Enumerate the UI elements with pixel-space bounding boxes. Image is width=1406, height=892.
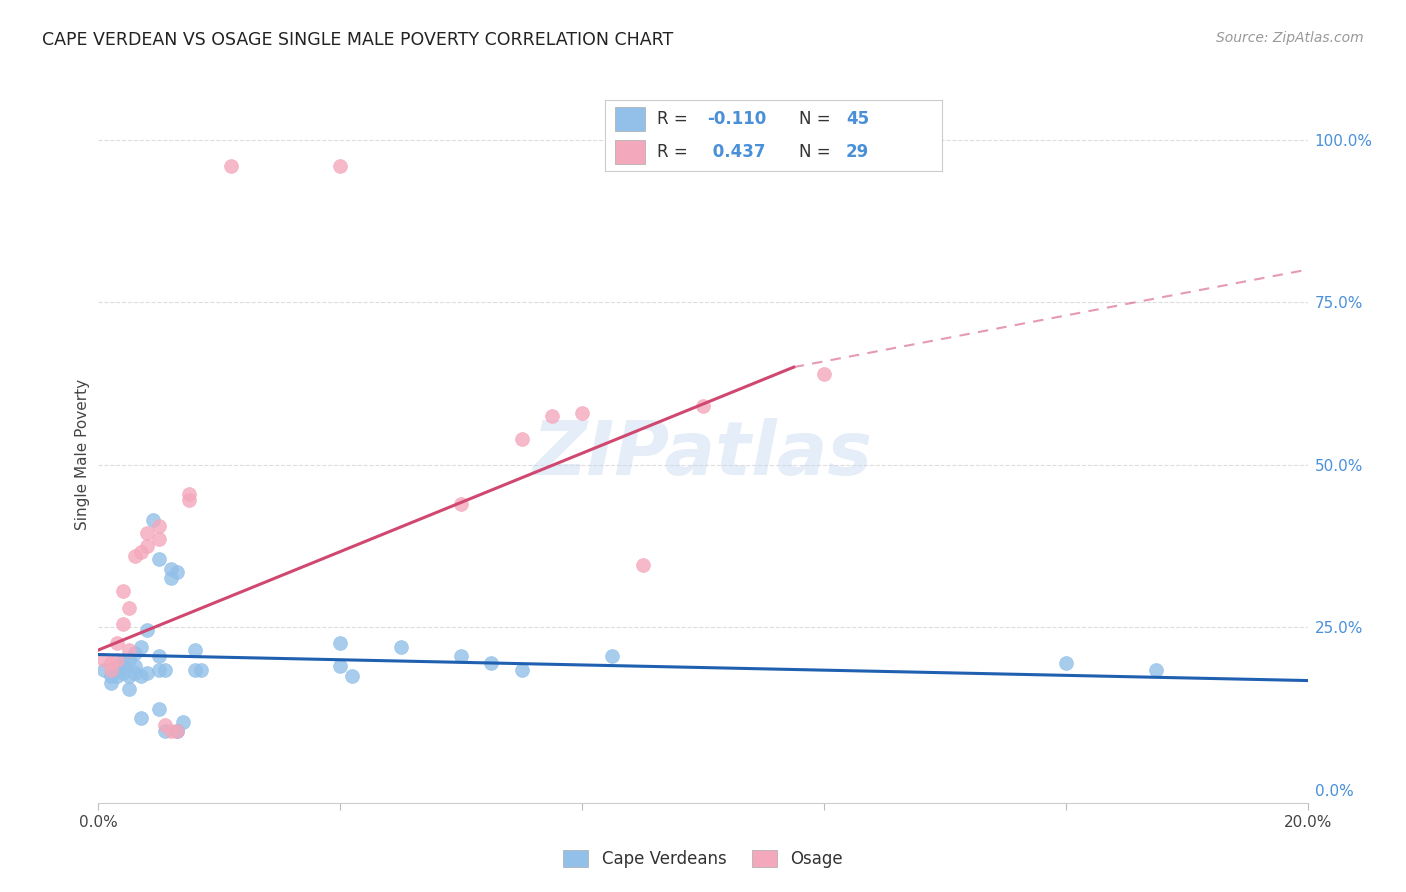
Point — [124, 646, 146, 660]
Point — [190, 663, 212, 677]
Point — [111, 665, 134, 680]
Point — [631, 558, 654, 573]
Point — [135, 665, 157, 680]
Point — [142, 513, 165, 527]
Point — [111, 653, 134, 667]
Point — [160, 572, 183, 586]
Point — [105, 659, 128, 673]
Point — [329, 659, 352, 673]
Point — [129, 711, 152, 725]
Text: CAPE VERDEAN VS OSAGE SINGLE MALE POVERTY CORRELATION CHART: CAPE VERDEAN VS OSAGE SINGLE MALE POVERT… — [42, 31, 673, 49]
Point — [105, 636, 128, 650]
Point — [160, 562, 183, 576]
Text: R =: R = — [657, 111, 693, 128]
Point — [100, 669, 122, 683]
Point — [153, 718, 176, 732]
Point — [450, 649, 472, 664]
Point — [329, 636, 352, 650]
Point — [93, 653, 115, 667]
Point — [221, 159, 243, 173]
Text: N =: N = — [799, 143, 835, 161]
Point — [124, 665, 146, 680]
Point — [111, 659, 134, 673]
Point — [692, 399, 714, 413]
Point — [100, 663, 122, 677]
Point — [166, 724, 188, 739]
Bar — [614, 140, 645, 164]
Point — [166, 724, 188, 739]
Point — [184, 643, 207, 657]
Point — [153, 724, 176, 739]
Point — [148, 519, 170, 533]
Point — [148, 663, 170, 677]
Text: N =: N = — [799, 111, 835, 128]
Point — [111, 617, 134, 632]
Point — [1144, 663, 1167, 677]
Point — [172, 714, 194, 729]
Text: R =: R = — [657, 143, 693, 161]
Point — [602, 649, 624, 664]
Point — [571, 406, 593, 420]
Point — [160, 724, 183, 739]
Point — [118, 681, 141, 696]
Point — [184, 663, 207, 677]
Text: -0.110: -0.110 — [707, 111, 766, 128]
Text: Source: ZipAtlas.com: Source: ZipAtlas.com — [1216, 31, 1364, 45]
Point — [179, 493, 201, 508]
Text: ZIPatlas: ZIPatlas — [533, 418, 873, 491]
Point — [118, 600, 141, 615]
Point — [329, 159, 352, 173]
Point — [93, 663, 115, 677]
Point — [105, 669, 128, 683]
Point — [148, 533, 170, 547]
Legend: Cape Verdeans, Osage: Cape Verdeans, Osage — [557, 843, 849, 874]
Point — [510, 663, 533, 677]
Point — [124, 659, 146, 673]
Point — [105, 653, 128, 667]
Point — [450, 497, 472, 511]
Point — [118, 653, 141, 667]
Point — [342, 669, 364, 683]
Point — [179, 487, 201, 501]
Point — [540, 409, 562, 423]
Point — [389, 640, 412, 654]
Point — [1054, 656, 1077, 670]
Point — [166, 724, 188, 739]
Y-axis label: Single Male Poverty: Single Male Poverty — [75, 379, 90, 531]
Point — [118, 643, 141, 657]
Point — [129, 640, 152, 654]
Point — [148, 552, 170, 566]
Point — [481, 656, 503, 670]
Point — [124, 549, 146, 563]
Point — [148, 649, 170, 664]
Point — [135, 624, 157, 638]
Point — [510, 432, 533, 446]
Point — [135, 539, 157, 553]
Point — [813, 367, 835, 381]
Point — [111, 584, 134, 599]
Text: 45: 45 — [846, 111, 869, 128]
Point — [148, 701, 170, 715]
Point — [129, 669, 152, 683]
Point — [153, 663, 176, 677]
Point — [135, 525, 157, 540]
Point — [118, 669, 141, 683]
Point — [166, 565, 188, 579]
Point — [129, 545, 152, 559]
Point — [100, 675, 122, 690]
Text: 0.437: 0.437 — [707, 143, 766, 161]
Bar — [614, 107, 645, 131]
Point — [100, 656, 122, 670]
Text: 29: 29 — [846, 143, 869, 161]
